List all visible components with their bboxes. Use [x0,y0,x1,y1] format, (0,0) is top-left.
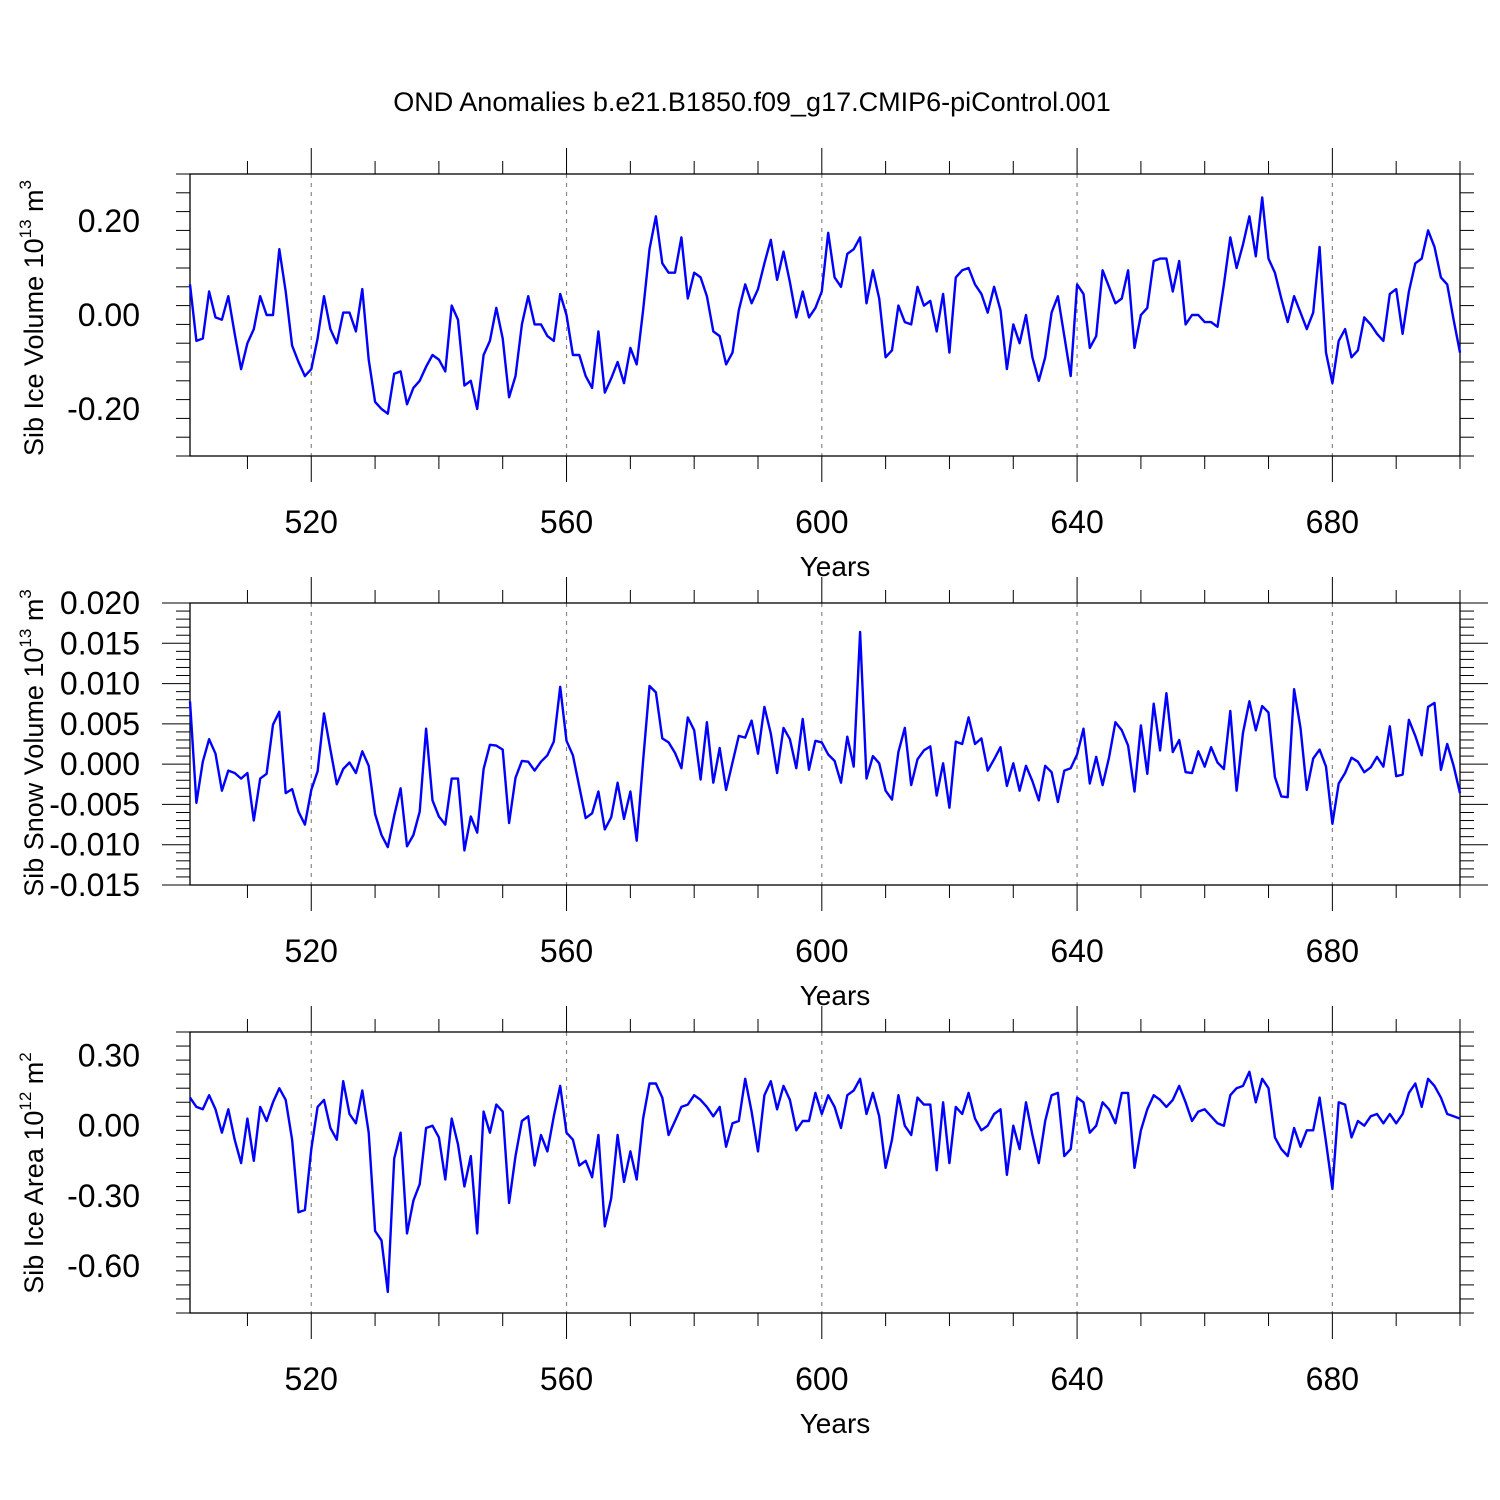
y-tick-label: -0.20 [67,391,140,427]
x-tick-label: 680 [1306,1361,1359,1397]
x-tick-label: 560 [540,504,593,540]
x-tick-label: 640 [1050,1361,1103,1397]
y-tick-label: 0.015 [60,625,140,661]
y-tick-label: 0.020 [60,585,140,621]
series-line [188,196,1462,415]
y-tick-label: 0.005 [60,706,140,742]
y-tick-label: -0.005 [49,786,140,822]
y-tick-label: 0.00 [78,297,140,333]
x-axis-label: Years [800,980,871,1011]
panel-1: 520 560 600 640 680 0.20 0.00 -0.20 Years Sib Ice… [16,148,1474,582]
y-axis-label: Sib Ice Volume 1013 m3 [16,180,49,456]
x-axis-label: Years [800,1408,871,1439]
y-axis-label: Sib Snow Volume 1013 m3 [16,589,49,897]
plot-frame [189,173,1461,457]
x-tick-label: 520 [285,933,338,969]
y-tick-label: -0.015 [49,867,140,903]
y-axis-label: Sib Ice Area 1012 m2 [16,1052,49,1294]
x-tick-label: 640 [1050,933,1103,969]
chart-panels: 520 560 600 640 680 0.20 0.00 -0.20 Years Sib Ice… [16,148,1488,1439]
x-axis-label: Years [800,551,871,582]
y-tick-label: -0.010 [49,827,140,863]
y-tick-label: 0.010 [60,666,140,702]
x-tick-label: 600 [795,933,848,969]
x-tick-label: 520 [285,1361,338,1397]
panel-2: 520 560 600 640 680 0.020 0.015 0.010 0.005 0.000… [16,577,1488,1011]
x-tick-label: 600 [795,1361,848,1397]
y-tick-label: 0.20 [78,203,140,239]
panel-3: 520 560 600 640 680 0.30 0.00 -0.30 -0.60 Years Si… [16,1006,1474,1439]
y-tick-label: -0.60 [67,1248,140,1284]
y-tick-label: -0.30 [67,1178,140,1214]
x-tick-label: 680 [1306,504,1359,540]
plot-frame [189,1031,1461,1314]
series-line [188,630,1462,852]
chart-title: OND Anomalies b.e21.B1850.f09_g17.CMIP6-… [393,87,1110,117]
y-tick-label: 0.000 [60,746,140,782]
plot-frame [189,602,1461,886]
y-tick-label: 0.00 [78,1108,140,1144]
x-tick-label: 600 [795,504,848,540]
series-line [189,1070,1461,1294]
y-tick-label: 0.30 [78,1037,140,1073]
x-tick-label: 680 [1306,933,1359,969]
x-tick-label: 520 [285,504,338,540]
x-tick-label: 640 [1050,504,1103,540]
x-tick-label: 560 [540,1361,593,1397]
x-tick-label: 560 [540,933,593,969]
